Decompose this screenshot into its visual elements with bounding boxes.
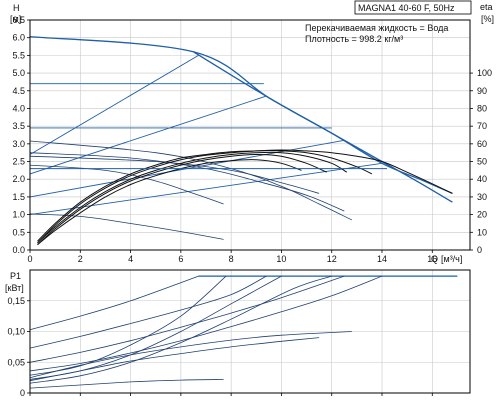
y-tick-label: 4.0 bbox=[12, 103, 25, 113]
annotation-liquid: Перекачиваемая жидкость = Вода bbox=[305, 23, 448, 33]
x-tick-label: 16 bbox=[427, 254, 437, 264]
proportional-pressure-line-2 bbox=[29, 55, 199, 155]
eta-line-11 bbox=[37, 149, 453, 242]
head-plot-frame bbox=[29, 19, 471, 251]
y2-axis-title: eta bbox=[480, 2, 493, 12]
y-tick-label: 3.5 bbox=[12, 121, 25, 131]
chart-title: MAGNA1 40-60 F, 50Hz bbox=[358, 3, 455, 13]
power-y-tick-label: 0,10 bbox=[7, 327, 25, 337]
y-tick-label: 6.5 bbox=[12, 15, 25, 25]
y2-tick-label: 100 bbox=[477, 68, 492, 78]
annotation-density: Плотность = 998.2 кг/м³ bbox=[305, 34, 403, 44]
max-curve-line-0 bbox=[29, 35, 453, 203]
y-tick-label: 0.5 bbox=[12, 227, 25, 237]
x-tick-label: 12 bbox=[327, 254, 337, 264]
max-curve-line-1 bbox=[193, 51, 453, 194]
eta-line-14 bbox=[37, 153, 327, 246]
eta-line-12 bbox=[37, 150, 373, 244]
y-tick-label: 3.0 bbox=[12, 139, 25, 149]
eta-line-15 bbox=[37, 159, 302, 246]
y-tick-label: 5.5 bbox=[12, 50, 25, 60]
constant-curve-line-7 bbox=[29, 152, 345, 212]
x-tick-label: 6 bbox=[178, 254, 183, 264]
power-line-2 bbox=[29, 275, 267, 349]
power-y-tick-label: 0,15 bbox=[7, 296, 25, 306]
y-tick-label: 5.0 bbox=[12, 68, 25, 78]
power-plot-frame bbox=[29, 269, 471, 394]
power-line-1 bbox=[29, 275, 199, 331]
y2-tick-label: 30 bbox=[477, 192, 487, 202]
y2-tick-label: 20 bbox=[477, 210, 487, 220]
y2-tick-label: 50 bbox=[477, 157, 487, 167]
power-y-tick-label: 0,05 bbox=[7, 357, 25, 367]
y-tick-label: 1.5 bbox=[12, 192, 25, 202]
y2-tick-label: 60 bbox=[477, 139, 487, 149]
proportional-pressure-line-3 bbox=[29, 95, 267, 175]
power-axis-title: P1 bbox=[10, 271, 21, 281]
x-axis-title: Q bbox=[431, 254, 438, 264]
x-tick-label: 0 bbox=[27, 254, 32, 264]
power-line-9 bbox=[29, 337, 320, 382]
y2-axis-unit: [%] bbox=[481, 14, 494, 24]
constant-curve-line-9 bbox=[29, 164, 224, 205]
x-tick-label: 4 bbox=[128, 254, 133, 264]
power-line-4 bbox=[29, 275, 383, 372]
y2-tick-label: 0 bbox=[477, 245, 482, 255]
curve-layer bbox=[29, 35, 458, 389]
power-axis-unit: [кВт] bbox=[5, 283, 24, 293]
power-line-10 bbox=[29, 379, 224, 389]
y-tick-label: 6.0 bbox=[12, 33, 25, 43]
power-line-7 bbox=[29, 275, 332, 384]
y-axis-title: H bbox=[13, 3, 20, 13]
y-tick-label: 4.5 bbox=[12, 86, 25, 96]
x-tick-label: 8 bbox=[229, 254, 234, 264]
y2-tick-label: 70 bbox=[477, 121, 487, 131]
y-tick-label: 2.0 bbox=[12, 174, 25, 184]
y-tick-label: 1.0 bbox=[12, 210, 25, 220]
proportional-pressure-line-5 bbox=[29, 162, 383, 216]
power-line-3 bbox=[29, 275, 345, 363]
chart-title-box bbox=[354, 0, 472, 15]
x-axis-unit: [м³/ч] bbox=[441, 254, 462, 264]
power-y-tick-label: 0 bbox=[20, 388, 25, 398]
axis-layer: 0 2 4 6 8 10 12 14 16 0.0 0.5 1.0 1.5 2.0 2.5 3.0 3.5 4.0… bbox=[7, 15, 492, 398]
x-tick-label: 2 bbox=[78, 254, 83, 264]
constant-curve-line-10 bbox=[29, 213, 224, 240]
y2-tick-label: 40 bbox=[477, 174, 487, 184]
x-tick-label: 10 bbox=[276, 254, 286, 264]
y-tick-label: 2.5 bbox=[12, 157, 25, 167]
y2-tick-label: 80 bbox=[477, 103, 487, 113]
x-tick-label: 14 bbox=[377, 254, 387, 264]
grid-layer bbox=[29, 19, 470, 394]
y-tick-label: 0.0 bbox=[12, 245, 25, 255]
power-line-5 bbox=[29, 275, 227, 376]
y-axis-unit: [м] bbox=[10, 14, 21, 24]
constant-curve-line-6 bbox=[29, 140, 352, 221]
y2-tick-label: 10 bbox=[477, 227, 487, 237]
y2-tick-label: 90 bbox=[477, 86, 487, 96]
power-line-8 bbox=[29, 331, 352, 378]
eta-line-13 bbox=[37, 151, 348, 244]
